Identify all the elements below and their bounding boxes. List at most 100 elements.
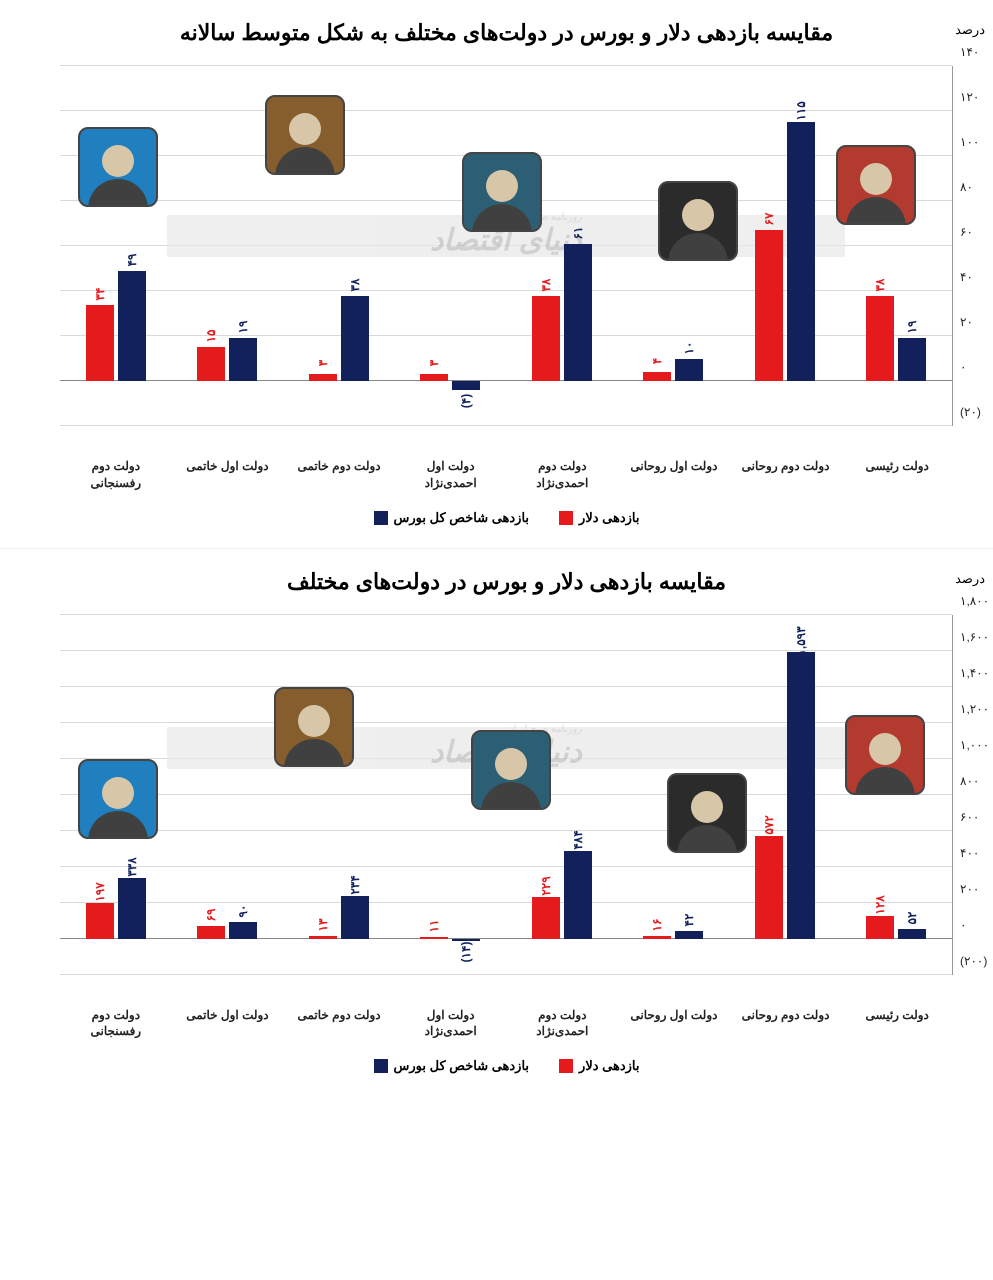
bars-row: ۱۹۷۳۳۸۶۹۹۰۱۳۲۳۴۱۱(۱۴)۲۲۹۴۸۴۱۶۴۲۵۷۲۱,۵۹۳۱… bbox=[60, 615, 952, 975]
stock-bar: (۴) bbox=[452, 381, 480, 390]
x-label: دولت دوم روحانی bbox=[742, 1007, 830, 1041]
y-tick: ۱۰۰ bbox=[960, 135, 993, 149]
bar-value-label: ۱۹ bbox=[236, 321, 250, 334]
dollar-bar: ۳۸ bbox=[532, 296, 560, 382]
x-label: دولت دوم خاتمی bbox=[295, 1007, 383, 1041]
y-tick: ۱,۶۰۰ bbox=[960, 630, 993, 644]
y-tick: (۲۰۰) bbox=[960, 954, 993, 968]
legend-label: بازدهی دلار bbox=[579, 510, 639, 526]
y-axis-label: درصد bbox=[955, 22, 985, 38]
stock-bar: ۴۹ bbox=[118, 271, 146, 381]
bar-group: ۶۹ ۹۰ bbox=[183, 615, 271, 975]
x-label: دولت اول احمدی‌نژاد bbox=[407, 458, 495, 492]
bar-group: ۲۲۹ ۴۸۴ bbox=[518, 615, 606, 975]
legend-swatch bbox=[374, 1059, 388, 1073]
y-tick: ۴۰۰ bbox=[960, 846, 993, 860]
bar-value-label: ۱۲۸ bbox=[873, 895, 887, 914]
dollar-bar: ۱۱ bbox=[420, 937, 448, 939]
y-axis-label: درصد bbox=[955, 571, 985, 587]
legend-item-stock: بازدهی شاخص کل بورس bbox=[374, 510, 530, 526]
y-tick: ۸۰۰ bbox=[960, 774, 993, 788]
stock-bar: ۱۹ bbox=[229, 338, 257, 381]
bar-value-label: ۱۰ bbox=[682, 341, 696, 354]
bar-value-label: ۱۳ bbox=[316, 919, 330, 932]
bar-value-label: ۳۴ bbox=[93, 287, 107, 300]
bar-value-label: ۹۰ bbox=[236, 905, 250, 918]
x-label: دولت دوم روحانی bbox=[742, 458, 830, 492]
bar-value-label: ۶۹ bbox=[204, 909, 218, 922]
y-tick: ۲۰ bbox=[960, 315, 993, 329]
bar-value-label: ۱۶ bbox=[650, 918, 664, 931]
dollar-bar: ۵۷۲ bbox=[755, 836, 783, 939]
y-tick: ۴۰ bbox=[960, 270, 993, 284]
stock-bar: ۱,۵۹۳ bbox=[787, 652, 815, 939]
dollar-bar: ۳ bbox=[420, 374, 448, 381]
x-label: دولت دوم احمدی‌نژاد bbox=[518, 1007, 606, 1041]
stock-bar: ۲۳۴ bbox=[341, 896, 369, 938]
bar-value-label: ۳۸ bbox=[873, 278, 887, 291]
bar-group: ۶۷ ۱۱۵ bbox=[741, 66, 829, 426]
bar-value-label: ۶۷ bbox=[762, 213, 776, 226]
stock-bar: (۱۴) bbox=[452, 939, 480, 942]
x-label: دولت دوم رفسنجانی bbox=[72, 458, 160, 492]
y-tick: ۱۲۰ bbox=[960, 90, 993, 104]
bar-value-label: ۱۵ bbox=[204, 330, 218, 343]
x-label: دولت دوم احمدی‌نژاد bbox=[518, 458, 606, 492]
dollar-bar: ۲۲۹ bbox=[532, 897, 560, 938]
bar-value-label: ۳ bbox=[427, 360, 441, 366]
bar-value-label: ۴۲ bbox=[682, 914, 696, 927]
bar-value-label: ۵۷۲ bbox=[762, 815, 776, 834]
bar-group: ۱۶ ۴۲ bbox=[629, 615, 717, 975]
bar-value-label: ۲۲۹ bbox=[539, 877, 553, 896]
stock-bar: ۱۰ bbox=[675, 359, 703, 382]
y-tick: ۱,۰۰۰ bbox=[960, 738, 993, 752]
legend-label: بازدهی دلار bbox=[579, 1058, 639, 1074]
bar-group: ۳ ۳۸ bbox=[295, 66, 383, 426]
legend-item-dollar: بازدهی دلار bbox=[559, 510, 639, 526]
bar-group: ۱۹۷۳۳۸ bbox=[72, 615, 160, 975]
dollar-bar: ۱۶ bbox=[643, 936, 671, 939]
legend-item-dollar: بازدهی دلار bbox=[559, 1058, 639, 1074]
legend: بازدهی شاخص کل بورس بازدهی دلار bbox=[60, 510, 953, 526]
y-tick: ۱۴۰ bbox=[960, 45, 993, 59]
legend: بازدهی شاخص کل بورس بازدهی دلار bbox=[60, 1058, 953, 1074]
bar-value-label: ۴۸۴ bbox=[571, 831, 585, 850]
dollar-bar: ۳ bbox=[309, 374, 337, 381]
stock-bar: ۹۰ bbox=[229, 922, 257, 938]
bar-value-label: ۶۱ bbox=[571, 226, 585, 239]
bar-value-label: ۳ bbox=[316, 360, 330, 366]
stock-bar: ۶۱ bbox=[564, 244, 592, 381]
bar-value-label: (۱۴) bbox=[459, 942, 473, 963]
bar-value-label: ۵۲ bbox=[905, 912, 919, 925]
bar-value-label: ۱۱۵ bbox=[794, 102, 808, 121]
chart-title: مقایسه بازدهی دلار و بورس در دولت‌های مخ… bbox=[60, 569, 953, 595]
plot-area: (۲۰)۰۲۰۴۰۶۰۸۰۱۰۰۱۲۰۱۴۰روزنامه صبح ایراند… bbox=[60, 66, 953, 426]
legend-swatch bbox=[559, 1059, 573, 1073]
y-tick: ۰ bbox=[960, 918, 993, 932]
y-tick: ۰ bbox=[960, 360, 993, 374]
legend-label: بازدهی شاخص کل بورس bbox=[394, 1058, 530, 1074]
bar-group: ۱۲۸ ۵۲ bbox=[852, 615, 940, 975]
dollar-bar: ۳۸ bbox=[866, 296, 894, 382]
stock-bar: ۱۹ bbox=[898, 338, 926, 381]
bar-value-label: ۳۸ bbox=[348, 278, 362, 291]
x-label: دولت رئیسی bbox=[853, 1007, 941, 1041]
legend-swatch bbox=[559, 511, 573, 525]
x-label: دولت اول روحانی bbox=[630, 1007, 718, 1041]
dollar-bar: ۱۲۸ bbox=[866, 916, 894, 939]
chart-title: مقایسه بازدهی دلار و بورس در دولت‌های مخ… bbox=[60, 20, 953, 46]
bar-value-label: ۳۸ bbox=[539, 278, 553, 291]
bar-value-label: ۴ bbox=[650, 358, 664, 364]
bar-value-label: ۲۳۴ bbox=[348, 876, 362, 895]
stock-bar: ۵۲ bbox=[898, 929, 926, 938]
x-label: دولت اول خاتمی bbox=[183, 1007, 271, 1041]
y-tick: ۲۰۰ bbox=[960, 882, 993, 896]
dollar-bar: ۱۹۷ bbox=[86, 903, 114, 938]
x-axis-labels: دولت دوم رفسنجانیدولت اول خاتمیدولت دوم … bbox=[60, 458, 953, 492]
dollar-bar: ۴ bbox=[643, 372, 671, 381]
chart-total: مقایسه بازدهی دلار و بورس در دولت‌های مخ… bbox=[0, 549, 993, 1097]
y-tick: ۸۰ bbox=[960, 180, 993, 194]
stock-bar: ۴۲ bbox=[675, 931, 703, 939]
bar-group: ۴ ۱۰ bbox=[629, 66, 717, 426]
bar-group: ۳۴ ۴۹ bbox=[72, 66, 160, 426]
